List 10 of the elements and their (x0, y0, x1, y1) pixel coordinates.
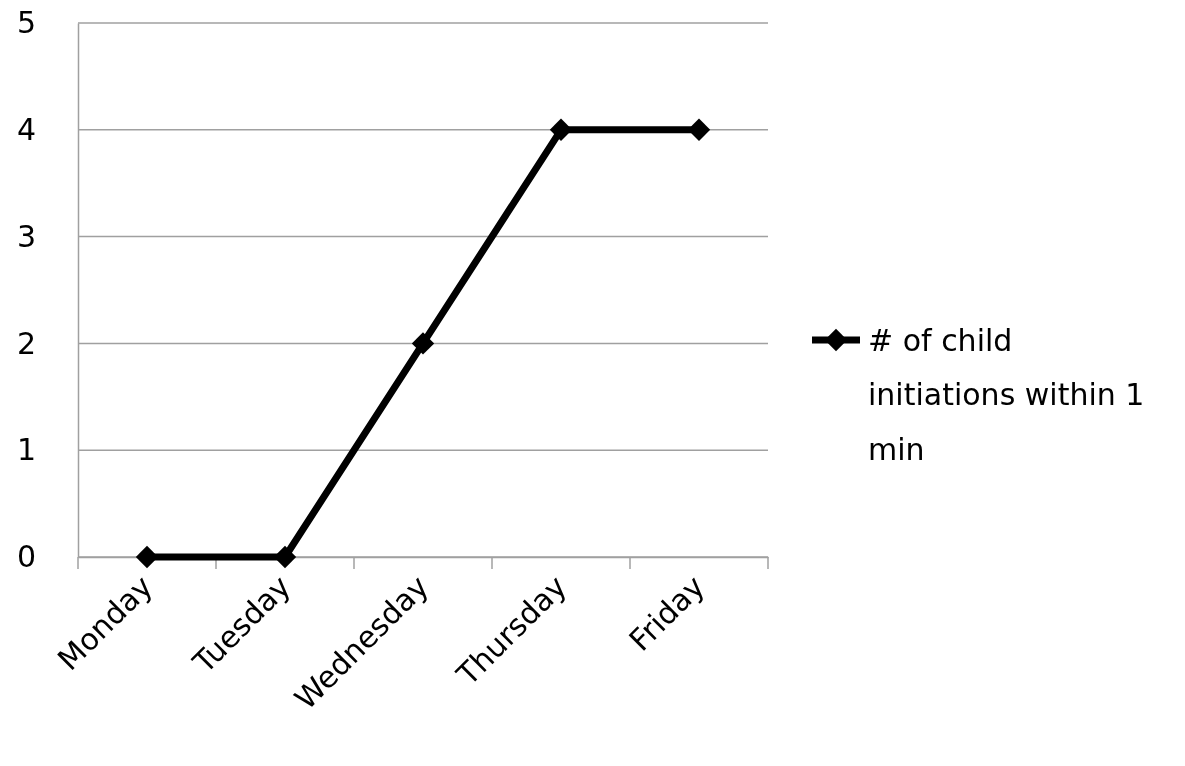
y-tick-label: 5 (16, 5, 36, 41)
y-tick-label: 0 (16, 539, 36, 575)
point (411, 332, 435, 355)
point (549, 118, 573, 141)
legend-label: # of child initiations within 1 min (868, 322, 1145, 468)
y-tick-label: 3 (16, 218, 36, 254)
point (687, 118, 711, 141)
y-tick-label: 2 (16, 325, 36, 361)
y-tick-label: 1 (16, 432, 36, 468)
y-tick-label: 4 (16, 111, 36, 147)
